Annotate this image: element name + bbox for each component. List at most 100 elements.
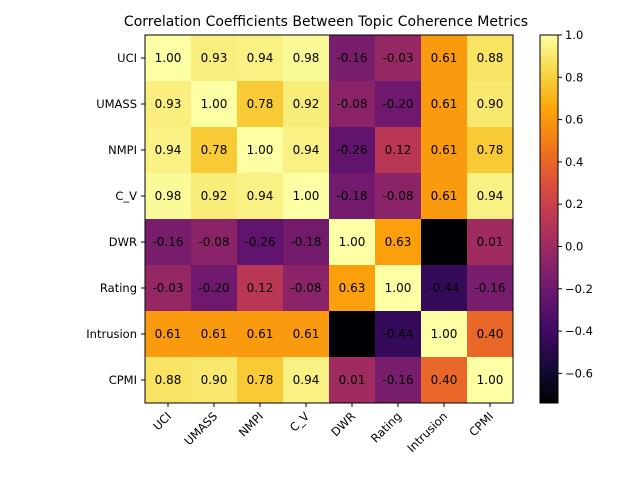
cell-value-label: 0.61 [431, 143, 458, 157]
heatmap-cell [375, 311, 422, 358]
heatmap-cell [283, 357, 330, 404]
heatmap-cell [191, 265, 238, 312]
heatmap-cell [375, 81, 422, 128]
heatmap-cell [375, 35, 422, 82]
heatmap-cell [329, 311, 376, 358]
heatmap-cell [375, 127, 422, 174]
heatmap-cell [191, 219, 238, 266]
cell-value-label: 0.78 [247, 373, 274, 387]
colorbar-tick-label: 0.8 [565, 70, 583, 84]
heatmap-cell [467, 173, 514, 220]
column-tick-label: DWR [328, 409, 358, 439]
column-tick-label: UMASS [181, 409, 220, 448]
cell-value-label: -0.44 [428, 281, 459, 295]
column-tick-label: Intrusion [404, 409, 450, 455]
row-tick-label: UMASS [96, 97, 137, 111]
row-tick-label: DWR [109, 235, 137, 249]
heatmap-cell [467, 219, 514, 266]
cell-value-label: 0.01 [339, 373, 366, 387]
heatmap-cell [467, 311, 514, 358]
heatmap-cell [237, 35, 284, 82]
heatmap-cell [237, 127, 284, 174]
heatmap-cell [191, 357, 238, 404]
heatmap-cell [145, 219, 192, 266]
cell-value-label: -0.20 [382, 97, 413, 111]
cell-value-label: 0.40 [477, 327, 504, 341]
cell-value-label: -0.20 [198, 281, 229, 295]
heatmap-cell [191, 173, 238, 220]
colorbar-tick-label: 0.6 [565, 113, 583, 127]
cell-value-label: -0.08 [198, 235, 229, 249]
cell-value-label: -0.18 [336, 189, 367, 203]
row-tick-label: Rating [100, 281, 137, 295]
cell-value-label: 0.61 [247, 327, 274, 341]
colorbar-gradient [539, 34, 559, 404]
heatmap-cell [237, 173, 284, 220]
cell-value-label: -0.18 [290, 235, 321, 249]
cell-value-label: 0.98 [155, 189, 182, 203]
column-tick-label: NMPI [236, 409, 266, 439]
cell-value-label: -0.26 [336, 143, 367, 157]
heatmap-cell [237, 81, 284, 128]
column-tick-labels: UCI UMASS NMPI C_V DWR Rating Intrusion CPMI [150, 403, 496, 455]
cell-value-label: 0.63 [385, 235, 412, 249]
row-tick-label: NMPI [108, 143, 137, 157]
heatmap-cell [145, 35, 192, 82]
column-tick-label: Rating [368, 409, 404, 445]
cell-value-label: 0.92 [201, 189, 228, 203]
cell-value-label: 0.93 [155, 97, 182, 111]
cell-value-label: 0.94 [477, 189, 504, 203]
cell-value-label: 0.61 [293, 327, 320, 341]
cell-value-label: 0.12 [247, 281, 274, 295]
heatmap-cell [191, 81, 238, 128]
cell-value-label: 0.63 [339, 281, 366, 295]
heatmap-cell [329, 127, 376, 174]
heatmap-cells: 1.00 0.93 0.94 0.98 -0.16 -0.03 0.61 0.88 0.93 1.… [145, 35, 514, 404]
heatmap-cell [283, 173, 330, 220]
heatmap-cell [145, 173, 192, 220]
cell-value-label: -0.16 [152, 235, 183, 249]
heatmap-cell [421, 265, 468, 312]
heatmap-cell [283, 35, 330, 82]
heatmap-cell [375, 357, 422, 404]
cell-value-label: -0.08 [336, 97, 367, 111]
heatmap-cell [283, 311, 330, 358]
cell-value-label: 1.00 [431, 327, 458, 341]
cell-value-label: 1.00 [155, 51, 182, 65]
cell-value-label: 1.00 [477, 373, 504, 387]
cell-value-label: 1.00 [247, 143, 274, 157]
colorbar-tick-label: −0.2 [565, 282, 593, 296]
row-tick-labels: UCI UMASS NMPI C_V DWR Rating Intrusion CPMI [86, 51, 145, 387]
cell-value-label: 0.94 [247, 189, 274, 203]
cell-value-label: 1.00 [201, 97, 228, 111]
heatmap-frame [144, 34, 514, 404]
column-tick-label: UCI [150, 409, 174, 433]
cell-value-label: 0.98 [293, 51, 320, 65]
cell-value-label: -0.16 [474, 281, 505, 295]
row-tick-label: UCI [117, 51, 137, 65]
row-tick-label: C_V [115, 189, 137, 203]
cell-value-label: 0.40 [431, 373, 458, 387]
cell-value-label: 0.94 [155, 143, 182, 157]
heatmap-cell [191, 35, 238, 82]
heatmap-cell [237, 357, 284, 404]
cell-value-label: 0.94 [293, 373, 320, 387]
heatmap-cell [421, 127, 468, 174]
heatmap-cell [191, 311, 238, 358]
cell-value-label: 0.78 [201, 143, 228, 157]
heatmap-cell [467, 127, 514, 174]
heatmap-cell [237, 311, 284, 358]
heatmap-cell [191, 127, 238, 174]
cell-value-label: 0.61 [201, 327, 228, 341]
cell-value-label: 1.00 [339, 235, 366, 249]
heatmap-cell [283, 81, 330, 128]
cell-value-label: 0.88 [477, 51, 504, 65]
colorbar-tick-label: −0.4 [565, 324, 593, 338]
cell-value-label: -0.16 [336, 51, 367, 65]
heatmap-cell [375, 173, 422, 220]
heatmap-cell [145, 311, 192, 358]
heatmap-cell [467, 35, 514, 82]
cell-value-label: -0.16 [382, 373, 413, 387]
cell-value-label: -0.44 [382, 327, 413, 341]
